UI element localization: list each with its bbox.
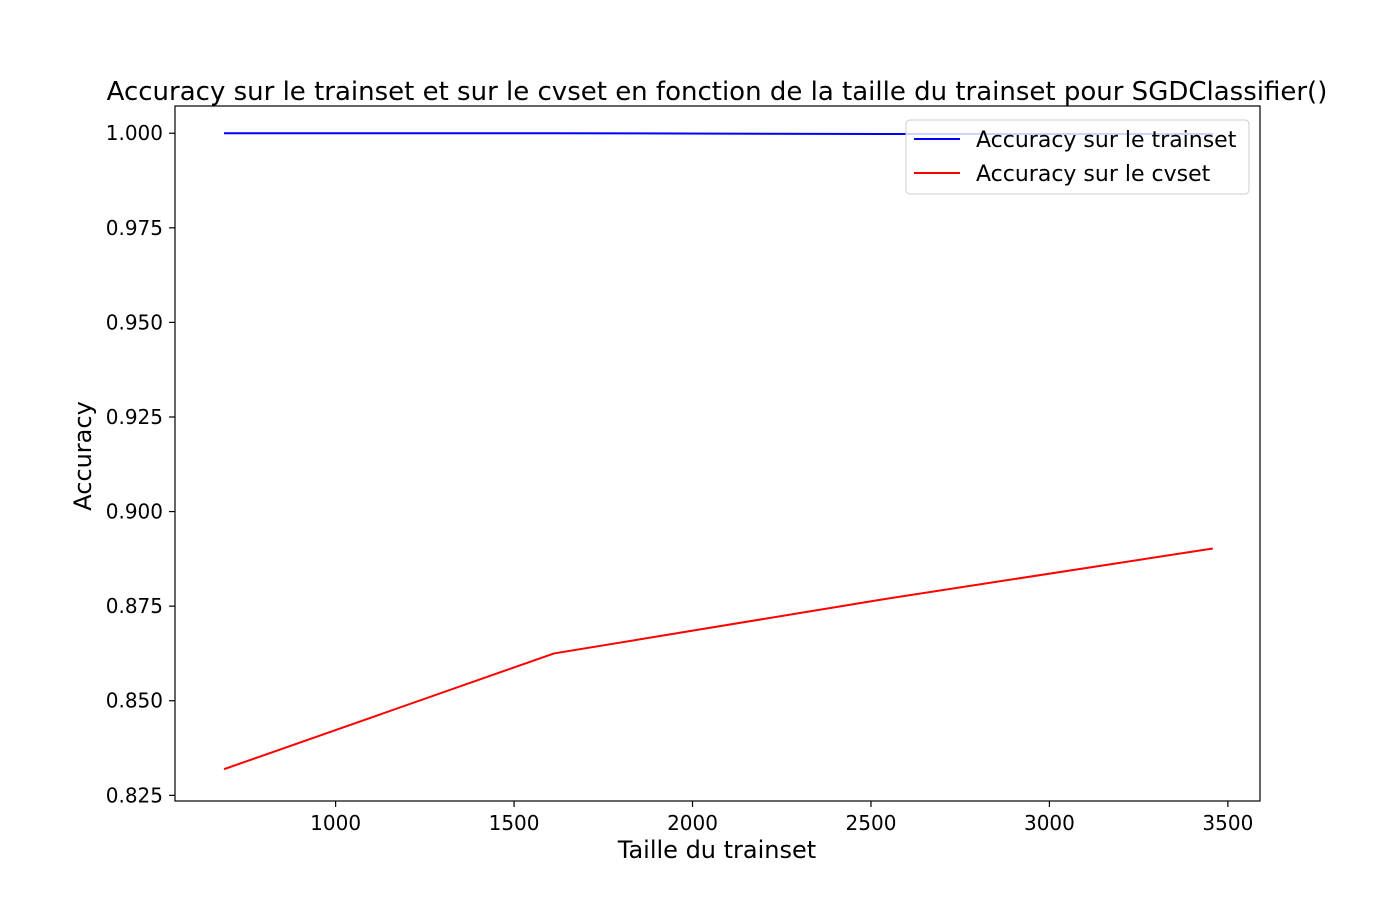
x-tick-label-2: 2000 [667, 811, 718, 835]
x-tick-label-5: 3500 [1202, 811, 1253, 835]
x-tick-label-1: 1500 [489, 811, 540, 835]
y-axis-label: Accuracy [69, 401, 97, 511]
y-tick-label-4: 0.925 [106, 405, 163, 429]
y-tick-label-5: 0.950 [106, 310, 163, 334]
legend-items: Accuracy sur le trainset Accuracy sur le … [914, 128, 1237, 187]
y-tick-label-1: 0.850 [106, 689, 163, 713]
y-tick-label-2: 0.875 [106, 594, 163, 618]
plot-layer [223, 132, 1213, 771]
legend-box [905, 119, 1250, 195]
x-axis-ticks: 1000 1500 2000 2500 3000 3500 [310, 801, 1253, 835]
x-axis-label: Taille du trainset [617, 836, 816, 864]
legend: Accuracy sur le trainset Accuracy sur le … [905, 119, 1250, 195]
x-tick-label-4: 3000 [1024, 811, 1075, 835]
y-tick-label-3: 0.900 [106, 500, 163, 524]
y-tick-label-0: 0.825 [106, 783, 163, 807]
x-tick-label-0: 1000 [310, 811, 361, 835]
legend-label-0: Accuracy sur le trainset [976, 128, 1237, 153]
x-tick-label-3: 2500 [846, 811, 897, 835]
y-axis-ticks: 0.825 0.850 0.875 0.900 0.925 0.950 0.975 1.000 [106, 121, 175, 807]
legend-label-1: Accuracy sur le cvset [976, 162, 1211, 187]
y-tick-label-6: 0.975 [106, 216, 163, 240]
plot-frame [174, 105, 1261, 802]
y-tick-label-7: 1.000 [106, 121, 163, 145]
series-line-1 [223, 547, 1213, 771]
chart-title: Accuracy sur le trainset et sur le cvset… [107, 77, 1328, 107]
